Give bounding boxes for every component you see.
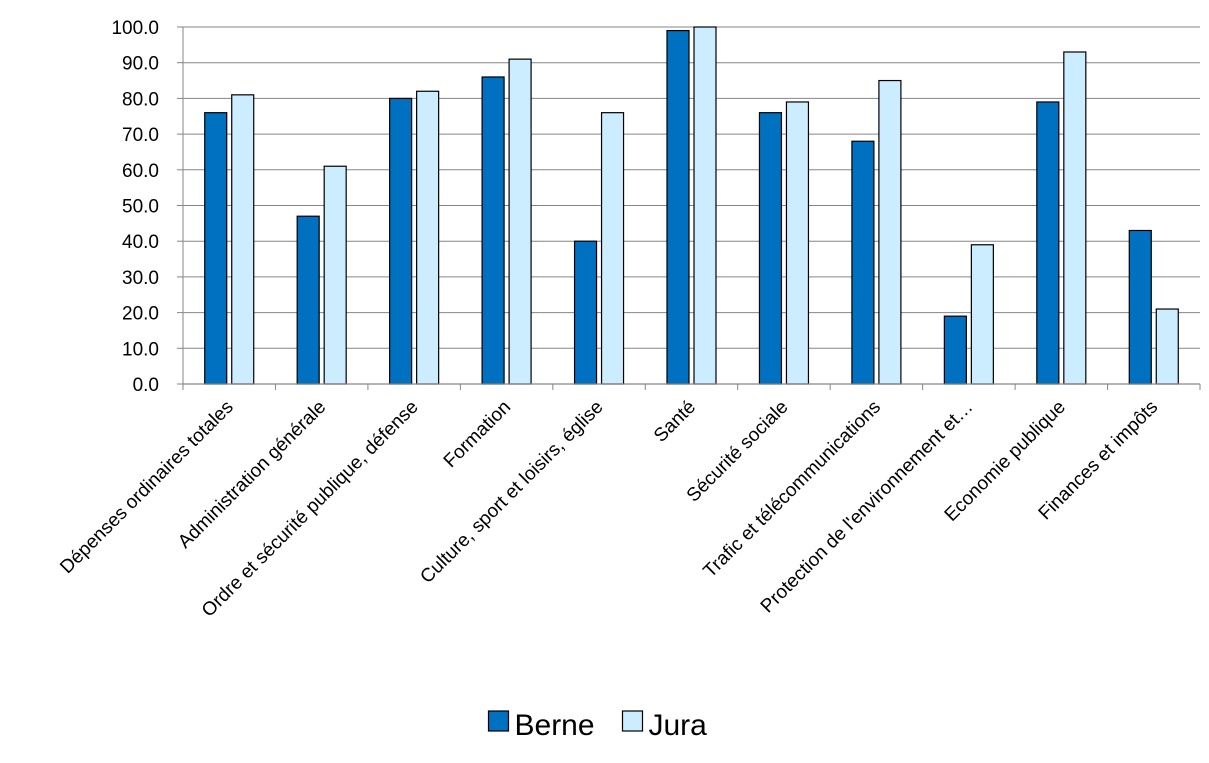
axes: [177, 26, 1201, 390]
y-tick-label: 80.0: [122, 89, 159, 110]
bar-berne: [943, 315, 967, 385]
y-tick-label: 100.0: [111, 18, 159, 39]
x-tick-label: Formation: [440, 397, 515, 472]
bar-berne: [204, 112, 228, 385]
x-tick-label: Culture, sport et loisirs, église: [417, 397, 608, 588]
y-tick-label: 60.0: [122, 161, 159, 182]
x-tick-label: Dépenses ordinaires totales: [56, 397, 237, 578]
bar-jura: [1063, 51, 1087, 385]
bar-jura: [970, 244, 994, 385]
bar-berne: [851, 140, 875, 385]
x-axis-tick-labels: Dépenses ordinaires totalesAdministratio…: [56, 397, 1162, 622]
y-tick-label: 0.0: [133, 375, 159, 396]
y-tick-label: 40.0: [122, 232, 159, 253]
bar-berne: [1036, 101, 1060, 385]
bar-jura: [693, 26, 717, 385]
y-tick-label: 90.0: [122, 54, 159, 75]
bar-jura: [600, 112, 625, 385]
bar-jura: [508, 58, 532, 385]
y-tick-label: 20.0: [122, 304, 159, 325]
legend-swatch-jura: [621, 710, 644, 732]
bar-jura: [416, 90, 440, 385]
bar-jura: [1155, 308, 1179, 385]
bar-berne: [666, 29, 690, 385]
bar-jura: [231, 94, 255, 385]
gridlines: [183, 26, 1200, 349]
bar-berne: [1128, 229, 1152, 385]
bar-jura: [785, 101, 810, 385]
x-tick-label: Trafic et télécommunications: [700, 397, 885, 582]
x-tick-label: Administration générale: [174, 397, 330, 553]
y-tick-label: 10.0: [122, 339, 159, 360]
x-tick-label: Santé: [650, 397, 700, 447]
bars: [204, 26, 1179, 385]
y-axis-tick-labels: 0.0 10.0 20.0 30.0 40.0 50.0 60.0 70.0 80.0 90.0 1…: [111, 18, 159, 396]
bar-berne: [573, 240, 598, 385]
y-tick-label: 70.0: [122, 125, 159, 146]
legend-label-jura: Jura: [649, 709, 708, 742]
bar-jura: [878, 79, 902, 385]
bar-berne: [296, 215, 320, 385]
legend-swatch-berne: [487, 710, 510, 732]
y-tick-label: 50.0: [122, 197, 159, 218]
bar-berne: [758, 112, 783, 385]
legend-label-berne: Berne: [515, 709, 595, 742]
bar-berne: [481, 76, 505, 385]
legend: Berne Jura: [487, 709, 708, 742]
bar-berne: [389, 97, 413, 385]
bar-jura: [323, 165, 347, 385]
y-tick-label: 30.0: [122, 268, 159, 289]
